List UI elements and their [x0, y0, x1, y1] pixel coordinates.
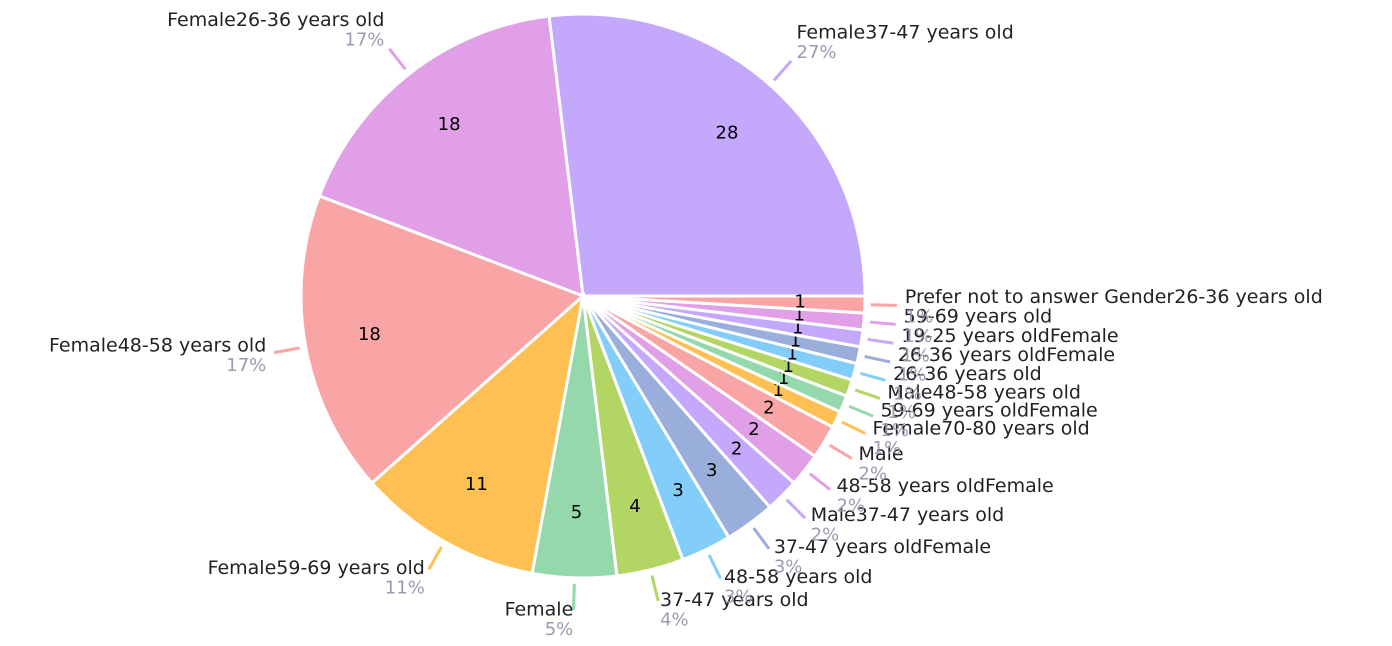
slice-value: 1 [792, 318, 803, 339]
slice-value: 4 [629, 496, 640, 517]
slice-value: 18 [358, 324, 381, 345]
slice-percent: 1% [880, 420, 909, 441]
slice-label: Female26-36 years old [167, 9, 384, 31]
slice-percent: 1% [893, 383, 922, 404]
pie-slice [547, 12, 867, 298]
slice-value: 2 [763, 397, 774, 418]
leader-line [572, 583, 576, 610]
slice-percent: 1% [898, 365, 927, 386]
slice-label: Female48-58 years old [49, 335, 266, 357]
slice-value: 28 [716, 122, 739, 143]
slice-percent: 27% [797, 42, 837, 63]
slice-label: Female [505, 598, 574, 620]
slice-label: Male37-47 years old [811, 504, 1005, 526]
pie-slice [369, 291, 586, 576]
slice-value: 1 [783, 356, 794, 377]
slice-value: 3 [672, 480, 683, 501]
slice-label: 26-36 years oldFemale [898, 344, 1115, 366]
pie-slice [317, 14, 585, 299]
leader-line [864, 354, 891, 364]
slice-label: Male [859, 443, 904, 465]
slice-label: Female59-69 years old [208, 557, 425, 579]
leader-line [841, 420, 866, 435]
slice-label: 19-25 years oldFemale [901, 325, 1118, 347]
leader-line [848, 404, 874, 418]
leader-line [707, 554, 722, 579]
leader-line [273, 346, 300, 355]
slice-value: 3 [706, 460, 717, 481]
pie-slice [582, 294, 867, 315]
leader-line [772, 59, 793, 82]
leader-line [427, 546, 443, 571]
leader-line [785, 498, 807, 520]
slice-value: 1 [794, 305, 805, 326]
pie-slice [299, 194, 586, 486]
slice-label: 59-69 years old [904, 306, 1053, 328]
slice-value: 2 [748, 419, 759, 440]
slice-percent: 5% [545, 619, 574, 640]
slice-percent: 1% [901, 345, 930, 366]
leader-line [870, 303, 897, 307]
slice-percent: 2% [836, 496, 865, 517]
slice-value: 18 [438, 114, 461, 135]
leader-line [867, 337, 894, 345]
slice-label: 48-58 years old [724, 566, 873, 588]
leader-line [388, 47, 407, 71]
slice-percent: 1% [873, 438, 902, 459]
slice-label: Prefer not to answer Gender26-36 years o… [905, 286, 1323, 308]
slice-label: 26-36 years old [893, 363, 1042, 385]
slice-label: Male48-58 years old [887, 382, 1081, 404]
leader-line [650, 575, 660, 602]
slice-label: Female70-80 years old [873, 417, 1090, 439]
slice-label: Female37-47 years old [797, 21, 1014, 43]
leader-line [752, 527, 771, 550]
slice-value: 1 [794, 292, 805, 313]
leader-line [808, 472, 832, 491]
slice-percent: 11% [385, 577, 425, 598]
slice-percent: 1% [905, 307, 934, 328]
slice-percent: 17% [226, 355, 266, 376]
slice-value: 5 [571, 502, 582, 523]
leader-line [860, 371, 886, 382]
slice-label: 37-47 years oldFemale [774, 536, 991, 558]
slice-label: 48-58 years oldFemale [836, 475, 1053, 497]
slice-value: 1 [790, 331, 801, 352]
slice-percent: 1% [904, 326, 933, 347]
leader-line [854, 388, 881, 400]
slice-percent: 4% [660, 610, 689, 631]
slice-value: 11 [465, 474, 488, 495]
slice-label: 59-69 years oldFemale [880, 400, 1097, 422]
slice-label: 37-47 years old [660, 589, 809, 611]
slice-value: 1 [786, 343, 797, 364]
slice-value: 2 [731, 439, 742, 460]
slice-percent: 2% [811, 525, 840, 546]
leader-line [828, 443, 853, 460]
slice-value: 1 [773, 380, 784, 401]
slice-percent: 2% [859, 464, 888, 485]
slice-percent: 3% [724, 587, 753, 608]
slice-percent: 1% [887, 402, 916, 423]
slice-value: 1 [778, 368, 789, 389]
slice-percent: 3% [774, 556, 803, 577]
leader-line [869, 320, 896, 326]
slice-percent: 17% [344, 30, 384, 51]
